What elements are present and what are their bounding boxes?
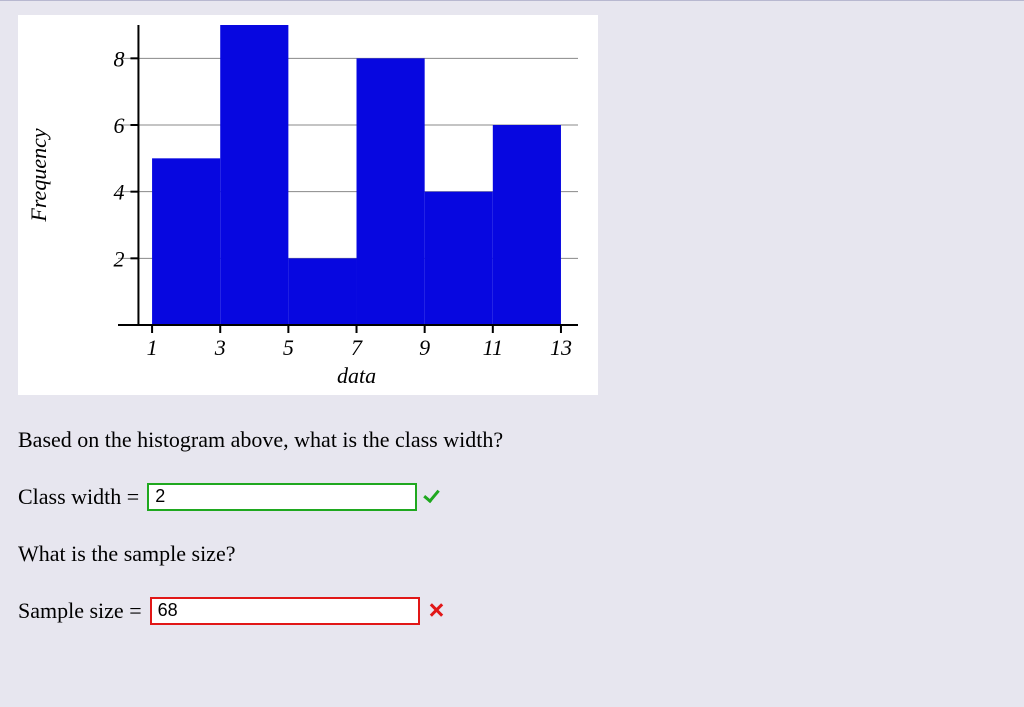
answer-2-row: Sample size = [18,594,1006,627]
svg-text:8: 8 [113,46,124,71]
svg-text:7: 7 [351,335,363,360]
sample-size-input[interactable] [150,597,420,625]
svg-text:13: 13 [550,335,572,360]
question-2-text: What is the sample size? [18,537,1006,570]
cross-icon [428,602,446,620]
svg-text:4: 4 [113,180,124,205]
svg-text:1: 1 [147,335,158,360]
class-width-input[interactable] [147,483,417,511]
svg-text:Frequency: Frequency [26,128,51,222]
histogram-chart: 1357911132468dataFrequency [18,15,598,395]
svg-text:5: 5 [283,335,294,360]
question-block: Based on the histogram above, what is th… [18,423,1006,627]
svg-text:11: 11 [483,335,503,360]
answer-1-label: Class width = [18,480,139,513]
svg-text:data: data [337,363,376,388]
svg-text:2: 2 [113,246,124,271]
check-icon [425,488,443,506]
svg-text:9: 9 [419,335,430,360]
svg-text:3: 3 [214,335,226,360]
page: 1357911132468dataFrequency Based on the … [0,0,1024,641]
question-1-text: Based on the histogram above, what is th… [18,423,1006,456]
answer-2-label: Sample size = [18,594,142,627]
answer-1-row: Class width = [18,480,1006,513]
histogram-card: 1357911132468dataFrequency [18,15,598,395]
svg-text:6: 6 [113,113,124,138]
